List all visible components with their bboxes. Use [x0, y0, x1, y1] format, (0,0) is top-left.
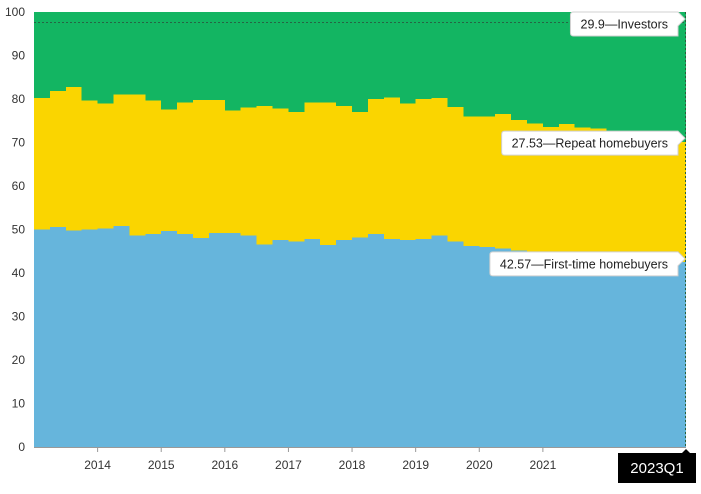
callout-investors-box [569, 11, 686, 37]
y-tick-label: 40 [12, 266, 26, 280]
y-tick-label: 70 [12, 136, 26, 150]
series-area-3 [34, 12, 686, 143]
callout-investors: 29.9—Investors [569, 11, 686, 37]
end-callouts: 29.9—Investors 27.53—Repeat homebuyers 42.… [489, 11, 696, 483]
callout-repeat-box [501, 130, 686, 156]
x-tick-label: 2019 [402, 458, 429, 472]
x-tick-label: 2016 [211, 458, 238, 472]
x-highlight-text: 2023Q1 [630, 460, 683, 477]
callout-repeat: 27.53—Repeat homebuyers [501, 130, 686, 156]
x-tick-label: 2017 [275, 458, 302, 472]
callout-repeat-text: 27.53—Repeat homebuyers [512, 137, 668, 151]
x-tick-label: 2018 [339, 458, 366, 472]
x-tick-label: 2014 [84, 458, 111, 472]
y-tick-label: 30 [12, 310, 26, 324]
y-axis: 0 10 20 30 40 50 60 70 80 90 100 [5, 5, 25, 454]
chart-areas [34, 12, 686, 447]
y-tick-label: 0 [18, 440, 25, 454]
y-tick-label: 60 [12, 179, 26, 193]
x-tick-label: 2020 [466, 458, 493, 472]
y-tick-label: 80 [12, 92, 26, 106]
callout-first-time-box [489, 251, 686, 277]
series-area-1 [34, 226, 686, 447]
y-tick-label: 10 [12, 397, 26, 411]
y-tick-label: 50 [12, 223, 26, 237]
y-tick-label: 100 [5, 5, 25, 19]
x-highlight-label: 2023Q1 [618, 449, 696, 483]
x-tick-label: 2021 [530, 458, 557, 472]
y-tick-label: 20 [12, 353, 26, 367]
x-axis: 2014 2015 2016 2017 2018 2019 2020 2021 [34, 447, 686, 472]
x-highlight-box [618, 449, 696, 483]
x-tick-label: 2015 [148, 458, 175, 472]
callout-first-time-text: 42.57—First-time homebuyers [500, 257, 668, 271]
y-tick-label: 90 [12, 49, 26, 63]
callout-first-time: 42.57—First-time homebuyers [489, 251, 686, 277]
callout-investors-text: 29.9—Investors [581, 18, 669, 32]
guide-lines [34, 12, 686, 447]
